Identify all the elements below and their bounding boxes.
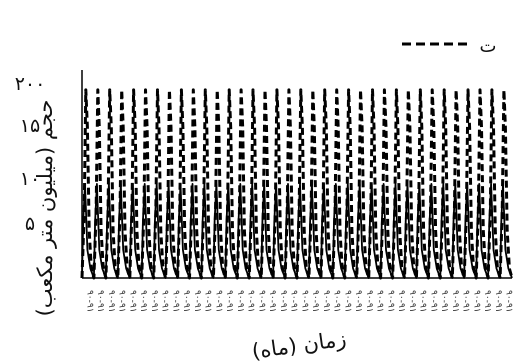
plot-area	[80, 70, 514, 280]
x-tick-label: ۹۰-۹۱	[407, 290, 417, 313]
x-tick-label: ۹۰-۹۱	[170, 290, 180, 313]
y-tick-labels: ۵ ۱۰ ۱۵ ۲۰۰	[15, 73, 46, 235]
x-tick-label: ۹۰-۹۱	[224, 290, 234, 313]
legend: ت	[402, 36, 496, 57]
x-tick-label: ۹۰-۹۱	[461, 290, 471, 313]
x-tick-label: ۹۰-۹۱	[396, 290, 406, 313]
x-tick-label: ۹۰-۹۱	[213, 290, 223, 313]
y-tick-label: ۱۵	[20, 115, 40, 137]
x-tick-label: ۹۰-۹۱	[127, 290, 137, 313]
y-tick-label: ۱۰	[20, 168, 40, 190]
y-axis-label-group: حجم (میلیون متر مکعب)	[33, 100, 58, 317]
y-axis-label: حجم (میلیون متر مکعب)	[33, 100, 58, 317]
x-tick-label: ۹۰-۹۱	[267, 290, 277, 313]
x-tick-label: ۹۰-۹۱	[471, 290, 481, 313]
x-tick-label: ۹۰-۹۱	[84, 290, 94, 313]
legend-label: ت	[480, 36, 497, 57]
x-tick-label: ۹۰-۹۱	[493, 290, 503, 313]
x-tick-label: ۹۰-۹۱	[278, 290, 288, 313]
x-tick-label: ۹۰-۹۱	[332, 290, 342, 313]
x-tick-label: ۹۰-۹۱	[364, 290, 374, 313]
x-tick-label: ۹۰-۹۱	[235, 290, 245, 313]
x-tick-label: ۹۰-۹۱	[203, 290, 213, 313]
x-tick-label: ۹۰-۹۱	[95, 290, 105, 313]
x-tick-label: ۹۰-۹۱	[375, 290, 385, 313]
x-tick-label: ۹۰-۹۱	[117, 290, 127, 313]
x-tick-label: ۹۰-۹۱	[321, 290, 331, 313]
x-tick-labels: ۹۰-۹۱ ۹۰-۹۱ ۹۰-۹۱ ۹۰-۹۱ ۹۰-۹۱ ۹۰-۹۱ ۹۰-۹۱ ۹۰-۹۱…	[84, 290, 513, 313]
x-tick-label: ۹۰-۹۱	[289, 290, 299, 313]
x-tick-label: ۹۰-۹۱	[181, 290, 191, 313]
x-tick-label: ۹۰-۹۱	[439, 290, 449, 313]
x-tick-label: ۹۰-۹۱	[106, 290, 116, 313]
x-tick-label: ۹۰-۹۱	[256, 290, 266, 313]
x-tick-label: ۹۰-۹۱	[310, 290, 320, 313]
x-tick-label: ۹۰-۹۱	[418, 290, 428, 313]
x-tick-label: ۹۰-۹۱	[149, 290, 159, 313]
x-tick-label: ۹۰-۹۱	[428, 290, 438, 313]
x-tick-label: ۹۰-۹۱	[138, 290, 148, 313]
x-tick-label: ۹۰-۹۱	[385, 290, 395, 313]
x-tick-label: ۹۰-۹۱	[450, 290, 460, 313]
x-tick-label: ۹۰-۹۱	[246, 290, 256, 313]
series-solid-line	[81, 183, 513, 279]
y-tick-label: ۵	[25, 213, 35, 235]
x-tick-label: ۹۰-۹۱	[342, 290, 352, 313]
x-tick-label: ۹۰-۹۱	[299, 290, 309, 313]
x-tick-label: ۹۰-۹۱	[160, 290, 170, 313]
x-tick-label: ۹۰-۹۱	[482, 290, 492, 313]
y-tick-label: ۲۰۰	[15, 73, 46, 95]
x-tick-label: ۹۰-۹۱	[192, 290, 202, 313]
x-tick-label: ۹۰-۹۱	[504, 290, 514, 313]
x-tick-label: ۹۰-۹۱	[353, 290, 363, 313]
